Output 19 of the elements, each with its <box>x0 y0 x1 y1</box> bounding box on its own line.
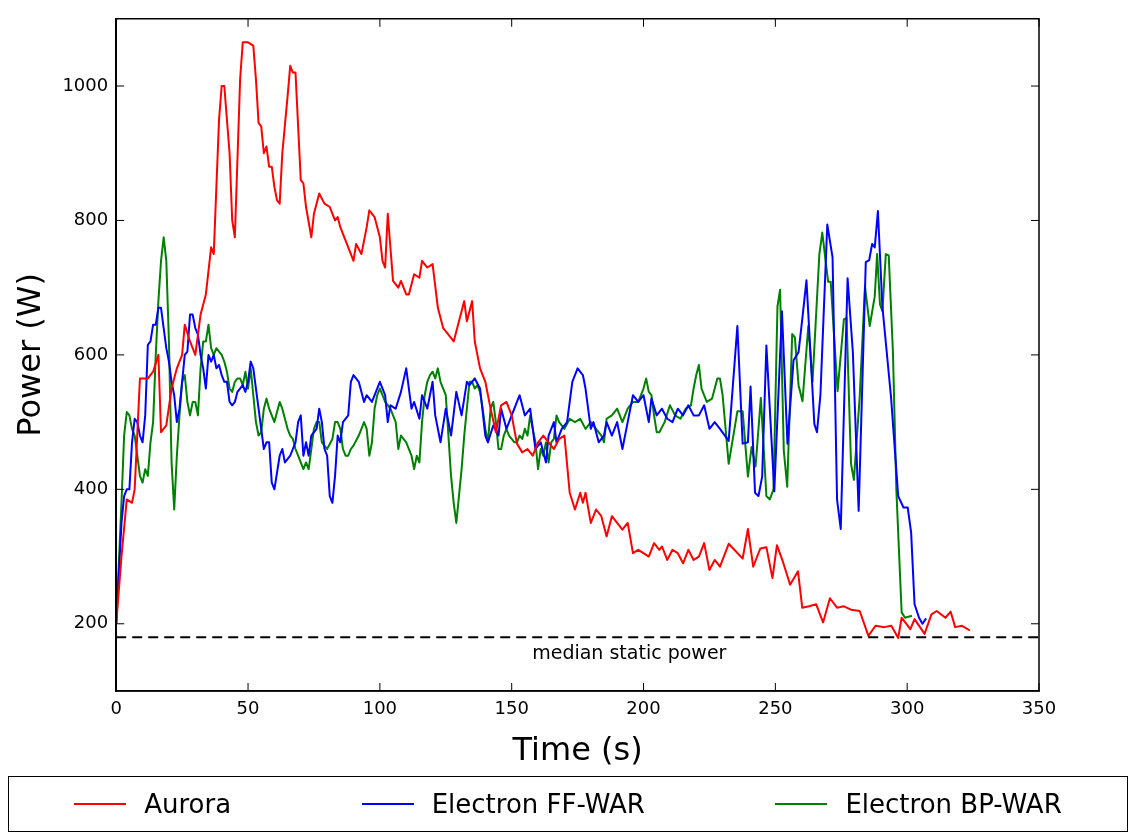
x-tick-label: 200 <box>626 697 661 719</box>
x-tick-label: 100 <box>362 697 398 719</box>
y-tick-label: 400 <box>73 477 109 499</box>
legend-label: Electron BP-WAR <box>845 789 1062 819</box>
x-tick-label: 150 <box>494 697 529 719</box>
y-axis-title: Power (W) <box>9 273 48 437</box>
y-tick-label: 600 <box>73 342 109 364</box>
y-tick-label: 1000 <box>62 73 109 95</box>
x-tick-label: 350 <box>1021 697 1057 719</box>
y-tick-label: 200 <box>73 611 109 633</box>
ref-line-label: median static power <box>532 640 727 663</box>
x-tick-label: 50 <box>236 697 260 719</box>
legend-label: Aurora <box>144 789 232 819</box>
legend-label: Electron FF-WAR <box>431 789 645 819</box>
x-tick-label: 250 <box>758 697 793 719</box>
x-tick-label: 300 <box>889 697 925 719</box>
x-axis-title: Time (s) <box>511 730 643 769</box>
x-tick-label: 0 <box>110 697 122 719</box>
y-tick-label: 800 <box>73 208 109 230</box>
